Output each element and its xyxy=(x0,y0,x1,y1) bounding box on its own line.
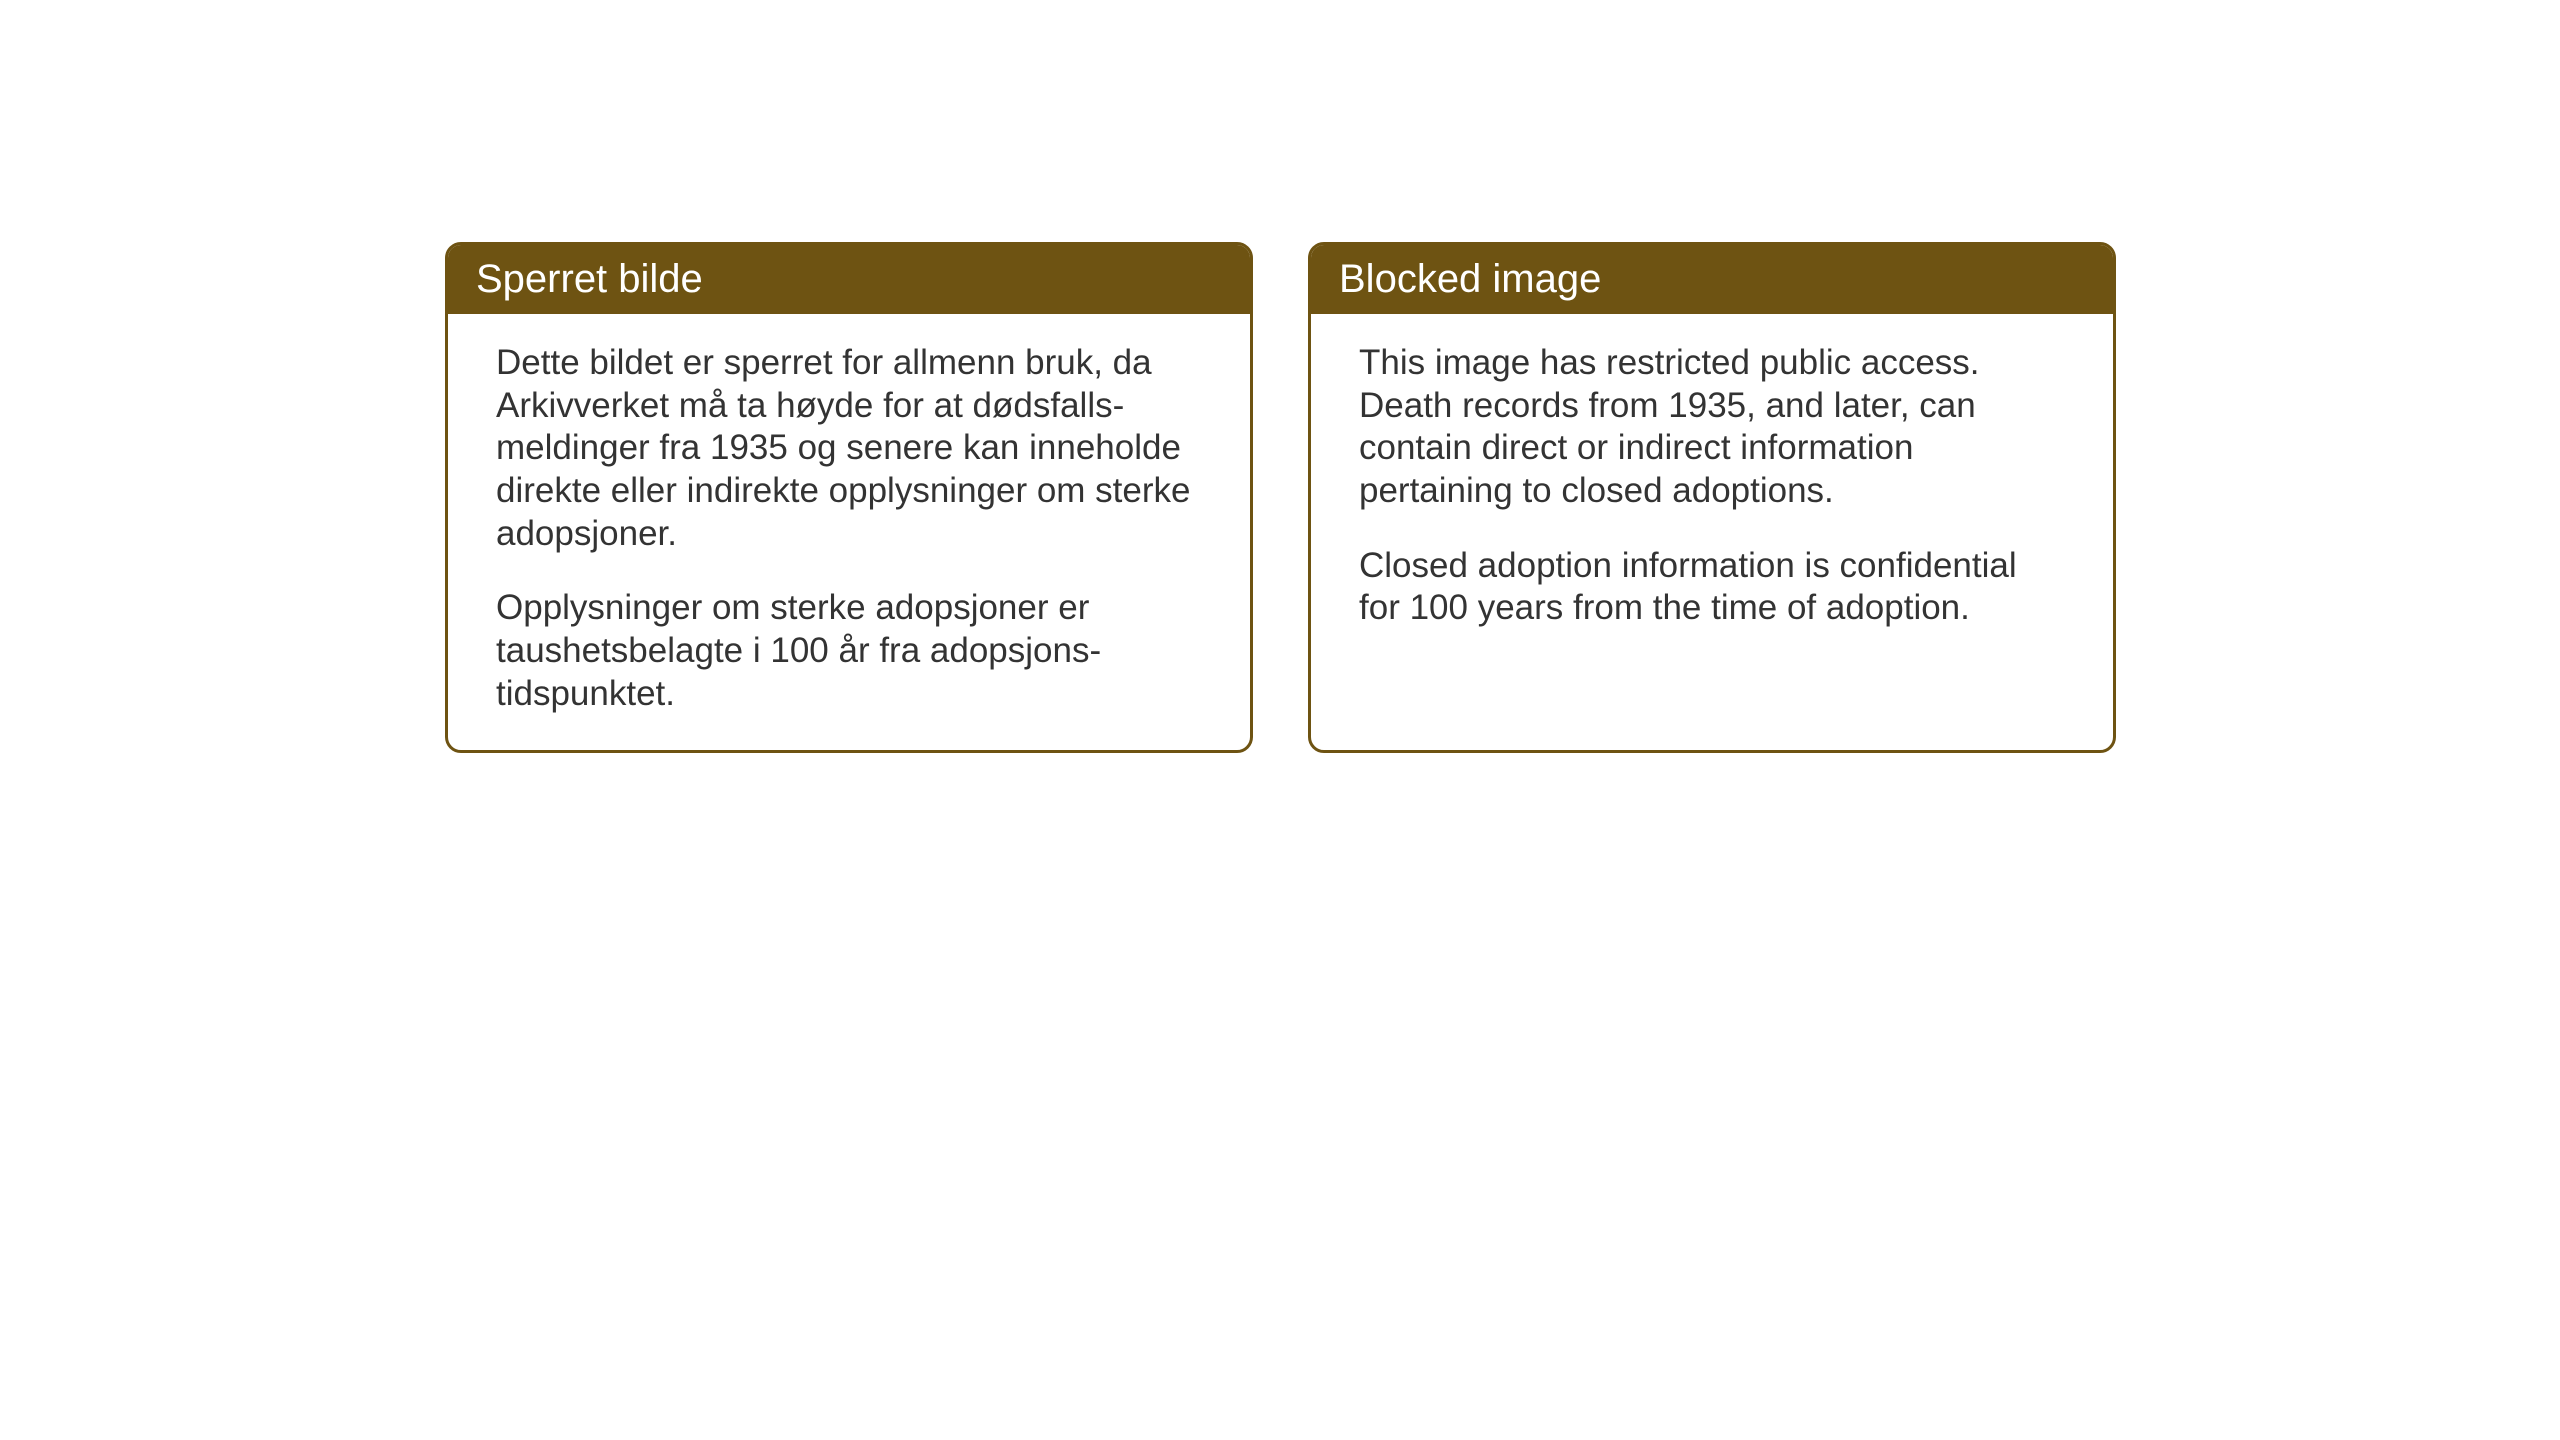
notice-card-english: Blocked image This image has restricted … xyxy=(1308,242,2116,753)
notice-card-norwegian: Sperret bilde Dette bildet er sperret fo… xyxy=(445,242,1253,753)
card-header-norwegian: Sperret bilde xyxy=(448,245,1250,314)
card-paragraph-2-norwegian: Opplysninger om sterke adopsjoner er tau… xyxy=(496,587,1202,715)
card-header-english: Blocked image xyxy=(1311,245,2113,314)
card-body-english: This image has restricted public access.… xyxy=(1311,314,2113,670)
card-paragraph-2-english: Closed adoption information is confident… xyxy=(1359,545,2065,630)
card-body-norwegian: Dette bildet er sperret for allmenn bruk… xyxy=(448,314,1250,753)
card-paragraph-1-english: This image has restricted public access.… xyxy=(1359,342,2065,513)
card-title-norwegian: Sperret bilde xyxy=(476,257,703,301)
notice-container: Sperret bilde Dette bildet er sperret fo… xyxy=(445,242,2116,753)
card-title-english: Blocked image xyxy=(1339,257,1601,301)
card-paragraph-1-norwegian: Dette bildet er sperret for allmenn bruk… xyxy=(496,342,1202,555)
